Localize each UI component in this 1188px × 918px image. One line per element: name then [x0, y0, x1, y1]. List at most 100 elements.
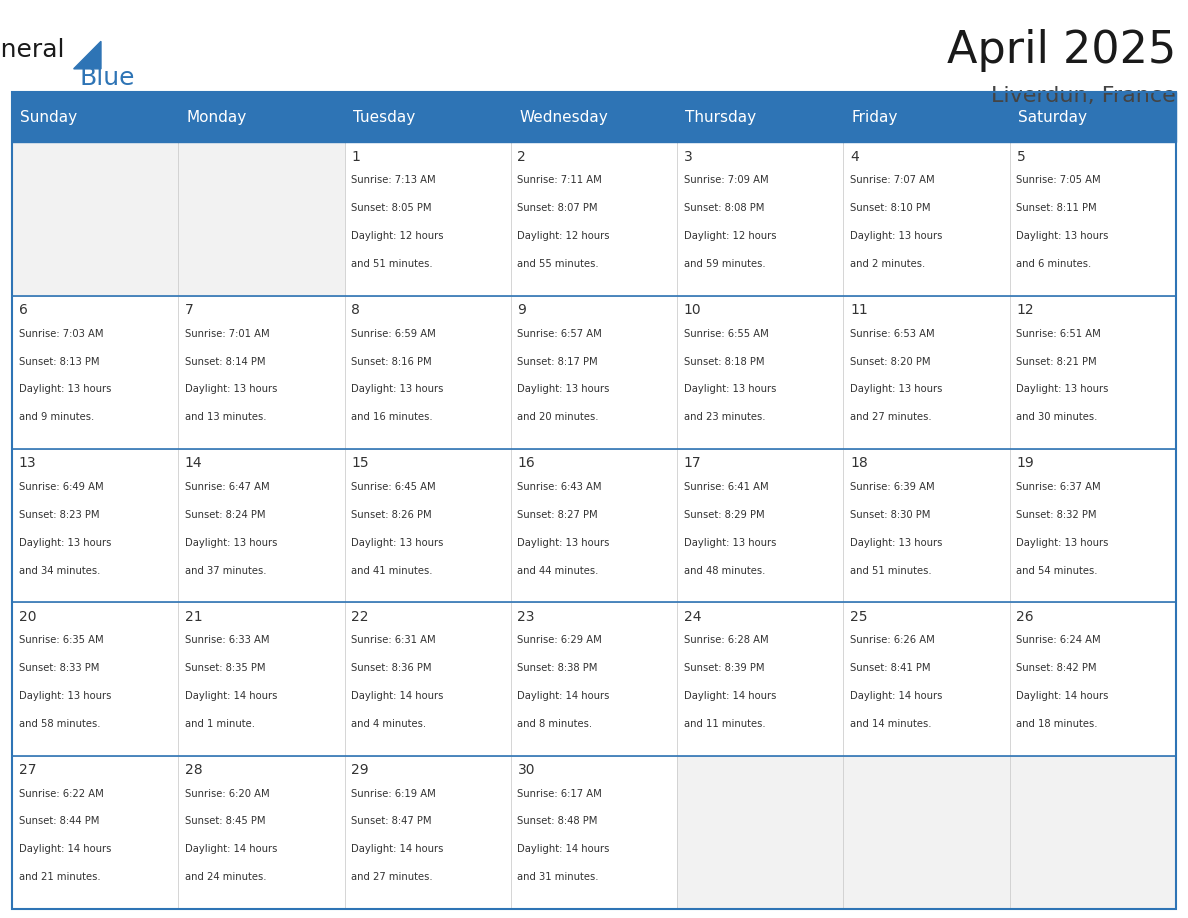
Text: and 59 minutes.: and 59 minutes. [684, 259, 765, 269]
Text: Blue: Blue [80, 66, 134, 90]
FancyBboxPatch shape [511, 449, 677, 602]
Text: Sunset: 8:05 PM: Sunset: 8:05 PM [352, 203, 431, 213]
Text: Daylight: 13 hours: Daylight: 13 hours [684, 385, 776, 395]
Text: and 58 minutes.: and 58 minutes. [19, 719, 100, 729]
Text: Daylight: 13 hours: Daylight: 13 hours [1017, 538, 1108, 548]
Text: 28: 28 [185, 763, 202, 777]
Text: Liverdun, France: Liverdun, France [991, 86, 1176, 106]
Text: Sunset: 8:41 PM: Sunset: 8:41 PM [851, 663, 930, 673]
Text: Sunrise: 7:03 AM: Sunrise: 7:03 AM [19, 329, 103, 339]
Text: 2: 2 [518, 150, 526, 163]
Text: Sunrise: 6:57 AM: Sunrise: 6:57 AM [518, 329, 602, 339]
Text: and 2 minutes.: and 2 minutes. [851, 259, 925, 269]
FancyBboxPatch shape [345, 296, 511, 449]
Text: Thursday: Thursday [685, 109, 757, 125]
FancyBboxPatch shape [178, 92, 345, 142]
Text: Sunrise: 6:31 AM: Sunrise: 6:31 AM [352, 635, 436, 645]
Text: 1: 1 [352, 150, 360, 163]
Text: Sunrise: 6:41 AM: Sunrise: 6:41 AM [684, 482, 769, 492]
Text: Daylight: 13 hours: Daylight: 13 hours [851, 385, 942, 395]
Text: and 31 minutes.: and 31 minutes. [518, 872, 599, 882]
Text: Daylight: 14 hours: Daylight: 14 hours [185, 845, 277, 855]
Text: and 18 minutes.: and 18 minutes. [1017, 719, 1098, 729]
Text: 4: 4 [851, 150, 859, 163]
Text: and 51 minutes.: and 51 minutes. [851, 565, 931, 576]
Text: Daylight: 14 hours: Daylight: 14 hours [1017, 691, 1108, 701]
FancyBboxPatch shape [12, 449, 178, 602]
Text: Daylight: 13 hours: Daylight: 13 hours [352, 385, 443, 395]
Text: Sunset: 8:45 PM: Sunset: 8:45 PM [185, 816, 265, 826]
Text: Sunrise: 7:05 AM: Sunrise: 7:05 AM [1017, 175, 1101, 185]
FancyBboxPatch shape [178, 449, 345, 602]
Text: Sunset: 8:18 PM: Sunset: 8:18 PM [684, 356, 764, 366]
Text: General: General [0, 39, 65, 62]
FancyBboxPatch shape [12, 602, 178, 756]
Text: Sunset: 8:29 PM: Sunset: 8:29 PM [684, 509, 764, 520]
Text: Sunrise: 6:55 AM: Sunrise: 6:55 AM [684, 329, 769, 339]
FancyBboxPatch shape [843, 602, 1010, 756]
Text: Sunset: 8:44 PM: Sunset: 8:44 PM [19, 816, 99, 826]
Text: 10: 10 [684, 303, 701, 317]
Text: 19: 19 [1017, 456, 1035, 470]
Text: 23: 23 [518, 610, 535, 623]
Text: Daylight: 14 hours: Daylight: 14 hours [185, 691, 277, 701]
FancyBboxPatch shape [12, 142, 178, 296]
Text: 26: 26 [1017, 610, 1034, 623]
Text: Sunset: 8:39 PM: Sunset: 8:39 PM [684, 663, 764, 673]
Text: Sunset: 8:27 PM: Sunset: 8:27 PM [518, 509, 598, 520]
Text: Sunrise: 6:17 AM: Sunrise: 6:17 AM [518, 789, 602, 799]
Text: Sunset: 8:30 PM: Sunset: 8:30 PM [851, 509, 930, 520]
Text: Friday: Friday [852, 109, 898, 125]
Text: Sunset: 8:21 PM: Sunset: 8:21 PM [1017, 356, 1097, 366]
Text: and 34 minutes.: and 34 minutes. [19, 565, 100, 576]
Text: Sunrise: 7:07 AM: Sunrise: 7:07 AM [851, 175, 935, 185]
Polygon shape [74, 41, 101, 69]
Text: Daylight: 13 hours: Daylight: 13 hours [352, 538, 443, 548]
Text: and 51 minutes.: and 51 minutes. [352, 259, 432, 269]
Text: Sunset: 8:35 PM: Sunset: 8:35 PM [185, 663, 265, 673]
Text: Sunrise: 6:59 AM: Sunrise: 6:59 AM [352, 329, 436, 339]
FancyBboxPatch shape [345, 449, 511, 602]
FancyBboxPatch shape [843, 449, 1010, 602]
Text: Daylight: 13 hours: Daylight: 13 hours [185, 385, 277, 395]
Text: Saturday: Saturday [1018, 109, 1087, 125]
Text: Sunset: 8:14 PM: Sunset: 8:14 PM [185, 356, 265, 366]
FancyBboxPatch shape [1010, 602, 1176, 756]
Text: Sunset: 8:42 PM: Sunset: 8:42 PM [1017, 663, 1097, 673]
Text: Sunrise: 6:39 AM: Sunrise: 6:39 AM [851, 482, 935, 492]
FancyBboxPatch shape [677, 602, 843, 756]
Text: Sunset: 8:20 PM: Sunset: 8:20 PM [851, 356, 930, 366]
FancyBboxPatch shape [12, 296, 178, 449]
Text: Sunrise: 6:19 AM: Sunrise: 6:19 AM [352, 789, 436, 799]
Text: and 54 minutes.: and 54 minutes. [1017, 565, 1098, 576]
Text: and 41 minutes.: and 41 minutes. [352, 565, 432, 576]
Text: and 6 minutes.: and 6 minutes. [1017, 259, 1092, 269]
FancyBboxPatch shape [1010, 296, 1176, 449]
FancyBboxPatch shape [677, 296, 843, 449]
Text: Sunrise: 6:43 AM: Sunrise: 6:43 AM [518, 482, 602, 492]
Text: Sunrise: 6:26 AM: Sunrise: 6:26 AM [851, 635, 935, 645]
Text: Sunrise: 6:45 AM: Sunrise: 6:45 AM [352, 482, 436, 492]
FancyBboxPatch shape [511, 142, 677, 296]
Text: Daylight: 13 hours: Daylight: 13 hours [684, 538, 776, 548]
Text: 29: 29 [352, 763, 368, 777]
Text: 3: 3 [684, 150, 693, 163]
Text: and 9 minutes.: and 9 minutes. [19, 412, 94, 422]
FancyBboxPatch shape [178, 602, 345, 756]
Text: April 2025: April 2025 [947, 29, 1176, 72]
FancyBboxPatch shape [12, 756, 178, 909]
Text: Sunset: 8:33 PM: Sunset: 8:33 PM [19, 663, 99, 673]
Text: 8: 8 [352, 303, 360, 317]
Text: and 48 minutes.: and 48 minutes. [684, 565, 765, 576]
FancyBboxPatch shape [178, 142, 345, 296]
Text: Sunset: 8:48 PM: Sunset: 8:48 PM [518, 816, 598, 826]
Text: and 55 minutes.: and 55 minutes. [518, 259, 599, 269]
Text: 13: 13 [19, 456, 36, 470]
Text: Sunrise: 6:37 AM: Sunrise: 6:37 AM [1017, 482, 1101, 492]
Text: 18: 18 [851, 456, 868, 470]
Text: Tuesday: Tuesday [353, 109, 415, 125]
Text: and 37 minutes.: and 37 minutes. [185, 565, 266, 576]
Text: Daylight: 14 hours: Daylight: 14 hours [518, 691, 609, 701]
Text: Sunset: 8:38 PM: Sunset: 8:38 PM [518, 663, 598, 673]
Text: and 30 minutes.: and 30 minutes. [1017, 412, 1098, 422]
